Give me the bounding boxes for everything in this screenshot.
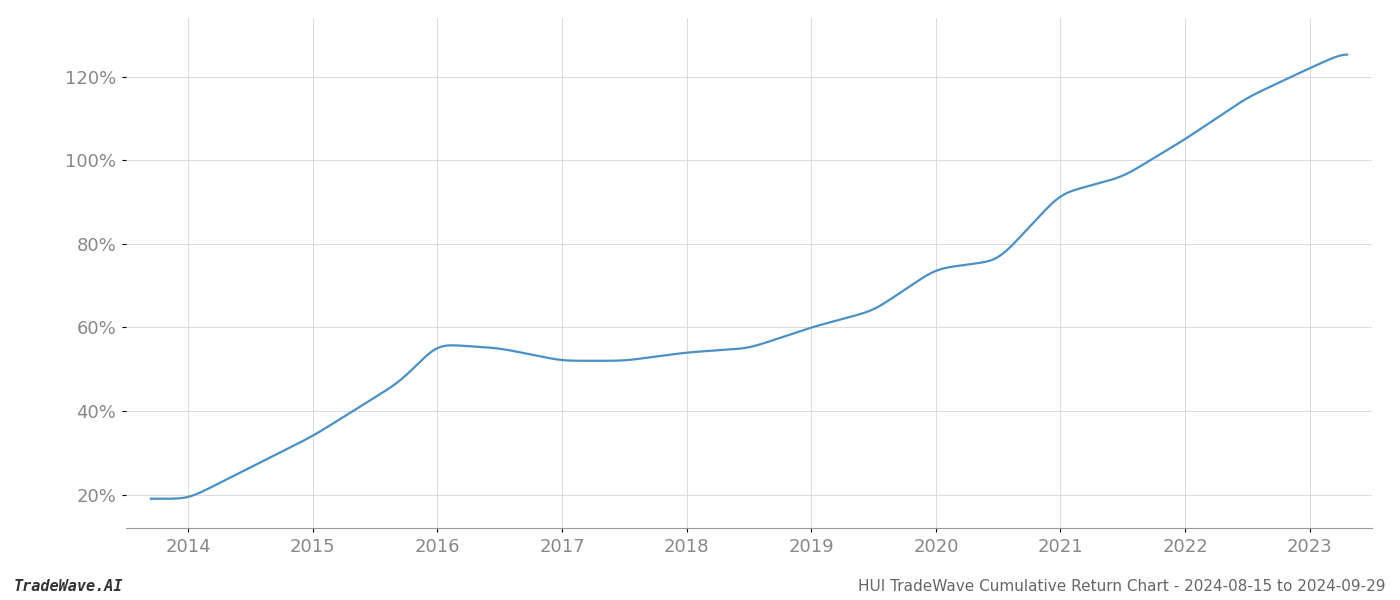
Text: TradeWave.AI: TradeWave.AI: [14, 579, 123, 594]
Text: HUI TradeWave Cumulative Return Chart - 2024-08-15 to 2024-09-29: HUI TradeWave Cumulative Return Chart - …: [858, 579, 1386, 594]
